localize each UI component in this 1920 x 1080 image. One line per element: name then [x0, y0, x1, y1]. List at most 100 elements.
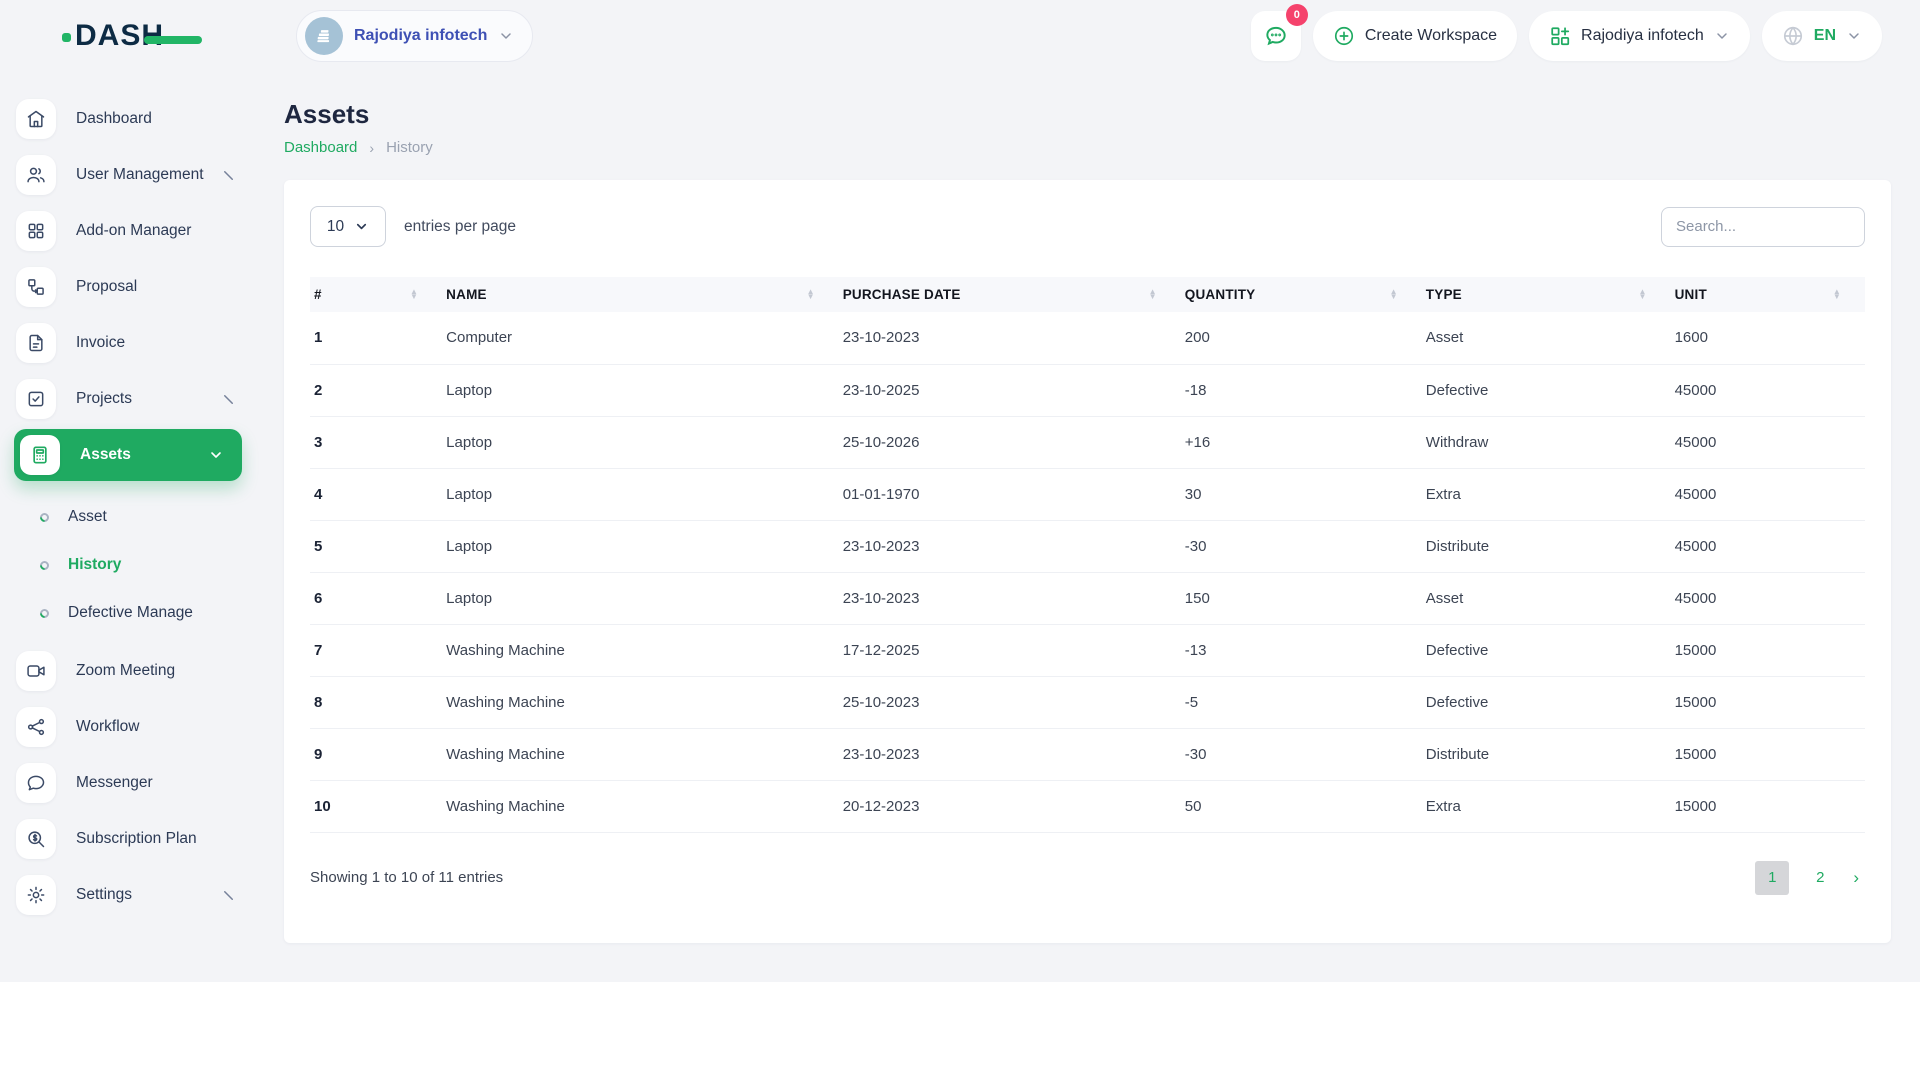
table-row: 6 Laptop 23-10-2023 150 Asset 45000 — [310, 572, 1865, 625]
column-header-type[interactable]: TYPE ▲ ▼ — [1421, 277, 1671, 312]
home-icon — [16, 99, 56, 139]
cell-date: 20-12-2023 — [838, 780, 1181, 833]
history-table: # ▲ ▼ NAME ▲ ▼ PURCHASE DATE ▲ ▼ QUANTITY ▲ ▼ TYPE ▲ ▼… — [310, 277, 1865, 833]
cell-num: 1 — [310, 312, 443, 365]
bullet-icon — [38, 606, 51, 620]
chevron-right-icon — [221, 392, 236, 407]
cell-date: 25-10-2023 — [838, 676, 1181, 729]
messages-button[interactable]: 0 — [1250, 3, 1308, 61]
next-page-icon[interactable]: › — [1853, 867, 1859, 887]
cell-qty: 50 — [1180, 780, 1422, 833]
breadcrumb-dashboard-link[interactable]: Dashboard — [284, 139, 358, 156]
cell-qty: -18 — [1180, 364, 1422, 417]
column-header-quantity[interactable]: QUANTITY ▲ ▼ — [1180, 277, 1422, 312]
cell-name: Washing Machine — [442, 676, 839, 729]
column-label: QUANTITY — [1184, 287, 1256, 302]
cell-num: 3 — [310, 416, 443, 469]
sidebar-item-label: Dashboard — [76, 110, 152, 127]
messenger-icon — [16, 763, 56, 803]
column-label: # — [314, 287, 322, 302]
sidebar-item-zoom-meeting[interactable]: Zoom Meeting — [16, 651, 242, 691]
users-icon — [16, 155, 56, 195]
sidebar-item-projects[interactable]: Projects — [16, 379, 242, 419]
cell-unit: 45000 — [1670, 520, 1865, 573]
chevron-right-icon — [221, 168, 236, 183]
column-label: TYPE — [1425, 287, 1462, 302]
workspace-menu-button[interactable]: Rajodiya infotech — [1529, 10, 1750, 61]
sidebar-item-proposal[interactable]: Proposal — [16, 267, 242, 307]
page-button-1[interactable]: 1 — [1755, 860, 1790, 895]
cell-name: Laptop — [442, 520, 839, 573]
sidebar-subitem-history[interactable]: History — [16, 541, 242, 589]
breadcrumb-current: History — [386, 139, 433, 156]
cell-type: Distribute — [1421, 728, 1671, 781]
cell-unit: 45000 — [1670, 468, 1865, 521]
sidebar-item-label: Assets — [80, 446, 131, 463]
page-title: Assets — [284, 99, 370, 129]
sidebar-item-label: Invoice — [76, 334, 126, 351]
cell-qty: +16 — [1180, 416, 1422, 469]
sidebar-item-subscription-plan[interactable]: Subscription Plan — [16, 819, 242, 859]
column-header-name[interactable]: NAME ▲ ▼ — [442, 277, 839, 312]
table-footer: Showing 1 to 10 of 11 entries 1 2 › — [310, 860, 1865, 895]
sidebar-item-user-management[interactable]: User Management — [16, 155, 242, 195]
cell-qty: 30 — [1180, 468, 1422, 521]
table-row: 8 Washing Machine 25-10-2023 -5 Defective 150… — [310, 676, 1865, 729]
sort-icon[interactable]: ▲ ▼ — [806, 287, 815, 301]
sidebar-item-add-on-manager[interactable]: Add-on Manager — [16, 211, 242, 251]
cell-type: Asset — [1421, 312, 1671, 365]
sidebar-item-assets[interactable]: Assets — [14, 429, 242, 481]
sidebar-item-label: Projects — [76, 390, 132, 407]
sidebar-subitem-defective-manage[interactable]: Defective Manage — [16, 589, 242, 637]
column-header--[interactable]: # ▲ ▼ — [310, 277, 443, 312]
cell-qty: -30 — [1180, 520, 1422, 573]
page-button-2[interactable]: 2 — [1816, 869, 1825, 886]
cell-name: Laptop — [442, 364, 839, 417]
cell-unit: 45000 — [1670, 364, 1865, 417]
sort-icon[interactable]: ▲ ▼ — [1832, 287, 1841, 301]
entries-per-page-select[interactable]: 10 — [310, 206, 386, 247]
table-row: 9 Washing Machine 23-10-2023 -30 Distribute 1… — [310, 728, 1865, 781]
cell-name: Washing Machine — [442, 624, 839, 677]
cell-qty: -5 — [1180, 676, 1422, 729]
cell-num: 9 — [310, 728, 443, 781]
sidebar-item-invoice[interactable]: Invoice — [16, 323, 242, 363]
sidebar-item-workflow[interactable]: Workflow — [16, 707, 242, 747]
sort-icon[interactable]: ▲ ▼ — [1389, 287, 1398, 301]
language-selector[interactable]: EN — [1761, 10, 1882, 61]
sort-icon[interactable]: ▲ ▼ — [1638, 287, 1647, 301]
workspace-switcher[interactable]: Rajodiya infotech — [296, 9, 534, 62]
sidebar-item-settings[interactable]: Settings — [16, 875, 242, 915]
bullet-icon — [38, 510, 51, 524]
cell-num: 6 — [310, 572, 443, 625]
grid-icon — [16, 211, 56, 251]
column-header-unit[interactable]: UNIT ▲ ▼ — [1670, 277, 1865, 312]
logo-zone: DASH — [0, 20, 256, 51]
dash-logo: DASH — [62, 20, 203, 51]
cell-num: 2 — [310, 364, 443, 417]
pagination: 1 2 › — [1755, 860, 1861, 895]
sidebar-subitem-asset[interactable]: Asset — [16, 493, 242, 541]
search-input[interactable] — [1661, 206, 1865, 247]
cell-date: 23-10-2023 — [838, 572, 1181, 625]
invoice-icon — [16, 323, 56, 363]
sort-icon[interactable]: ▲ ▼ — [410, 287, 419, 301]
cell-date: 01-01-1970 — [838, 468, 1181, 521]
sidebar-item-dashboard[interactable]: Dashboard — [16, 99, 242, 139]
column-label: PURCHASE DATE — [842, 287, 961, 302]
sidebar-item-label: Add-on Manager — [76, 222, 192, 239]
sort-icon[interactable]: ▲ ▼ — [1148, 287, 1157, 301]
sidebar-subitem-label: Asset — [68, 508, 107, 525]
grid-plus-icon — [1549, 25, 1571, 47]
cell-qty: 150 — [1180, 572, 1422, 625]
cell-type: Asset — [1421, 572, 1671, 625]
sidebar-item-label: Subscription Plan — [76, 830, 197, 847]
cell-num: 8 — [310, 676, 443, 729]
sidebar-item-label: Proposal — [76, 278, 138, 295]
sidebar-item-messenger[interactable]: Messenger — [16, 763, 242, 803]
column-header-purchase-date[interactable]: PURCHASE DATE ▲ ▼ — [838, 277, 1181, 312]
create-workspace-button[interactable]: Create Workspace — [1312, 10, 1518, 61]
cell-num: 4 — [310, 468, 443, 521]
cell-date: 23-10-2023 — [838, 312, 1181, 365]
cell-date: 23-10-2025 — [838, 364, 1181, 417]
